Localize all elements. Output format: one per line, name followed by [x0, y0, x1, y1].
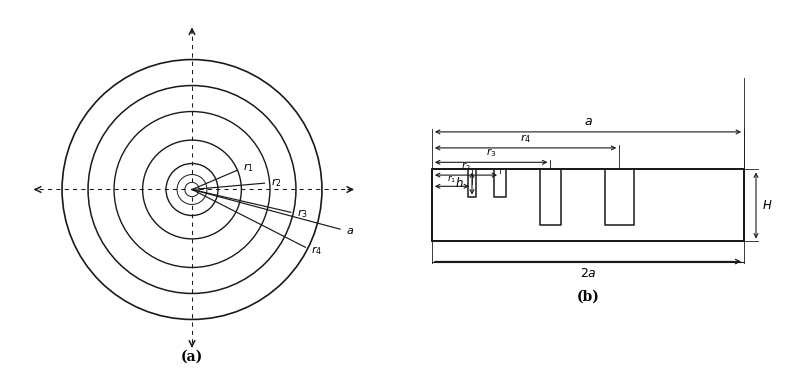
- Text: $H$: $H$: [762, 199, 772, 212]
- Bar: [540, 169, 561, 226]
- Text: $r_4$: $r_4$: [311, 244, 322, 257]
- Text: $a$: $a$: [583, 115, 593, 128]
- Text: (a): (a): [181, 349, 203, 363]
- Text: (b): (b): [577, 290, 599, 304]
- Text: $r_2$: $r_2$: [462, 160, 470, 173]
- Text: $r_2$: $r_2$: [271, 176, 282, 189]
- Bar: [494, 169, 506, 197]
- Bar: [467, 169, 477, 197]
- Text: $r_3$: $r_3$: [486, 147, 496, 160]
- Text: $r_1$: $r_1$: [447, 173, 457, 185]
- Text: $r_4$: $r_4$: [520, 132, 531, 145]
- Bar: [605, 169, 634, 226]
- Bar: [432, 169, 744, 241]
- Text: $2a$: $2a$: [580, 267, 596, 280]
- Text: $r_1$: $r_1$: [243, 161, 254, 174]
- Text: $a$: $a$: [346, 226, 354, 236]
- Text: $r_3$: $r_3$: [297, 207, 308, 220]
- Text: $h$: $h$: [455, 177, 464, 191]
